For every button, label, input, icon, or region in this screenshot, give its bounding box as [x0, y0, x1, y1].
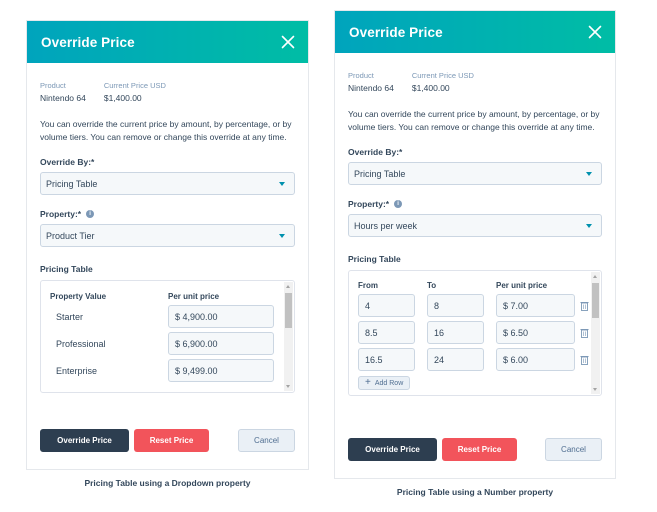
chevron-down-icon	[586, 223, 592, 228]
product-label: Product	[348, 71, 374, 80]
to-input[interactable]: 16	[427, 321, 484, 344]
reset-price-button[interactable]: Reset Price	[134, 429, 209, 452]
override-by-select[interactable]: Pricing Table	[40, 172, 295, 195]
trash-icon[interactable]	[580, 301, 589, 311]
override-by-label-text: Override By:*	[40, 157, 95, 167]
current-price-label: Current Price USD	[411, 71, 474, 80]
current-price-column: Current Price USD $1,400.00	[412, 71, 474, 95]
pricing-table-title: Pricing Table	[348, 254, 401, 264]
override-price-modal-dropdown: Override Price Product Nintendo 64 Curre…	[26, 20, 309, 470]
scroll-up-icon[interactable]	[286, 285, 290, 288]
to-input[interactable]: 8	[427, 294, 484, 317]
modal-footer: Override Price Reset Price Cancel	[348, 438, 602, 461]
chevron-down-icon	[279, 233, 285, 238]
price-input[interactable]: $ 7.00	[496, 294, 575, 317]
info-icon[interactable]: i	[394, 200, 403, 208]
product-info: Product Nintendo 64 Current Price USD $1…	[40, 81, 295, 105]
column-header-per-unit-price: Per unit price	[168, 292, 220, 301]
cancel-button[interactable]: Cancel	[238, 429, 295, 452]
row-property-value: Enterprise	[56, 366, 98, 376]
current-price-value: $1,400.00	[103, 93, 142, 103]
info-icon[interactable]: i	[86, 210, 95, 218]
override-by-label: Override By:*	[348, 147, 602, 157]
scroll-up-icon[interactable]	[593, 275, 597, 278]
pricing-table: From To Per unit price 4 8 $ 7.00 8.5 16…	[348, 270, 602, 396]
column-header-from: From	[358, 281, 378, 290]
to-input[interactable]: 24	[427, 348, 484, 371]
description-text: You can override the current price by am…	[40, 119, 292, 142]
property-value: Product Tier	[46, 230, 95, 241]
property-label: Property:* i	[40, 209, 295, 219]
modal-body: Product Nintendo 64 Current Price USD $1…	[335, 71, 615, 396]
price-input[interactable]: $ 6.00	[496, 348, 575, 371]
modal-body: Product Nintendo 64 Current Price USD $1…	[27, 81, 308, 393]
override-by-label-text: Override By:*	[348, 147, 403, 157]
from-input[interactable]: 8.5	[358, 321, 415, 344]
override-by-value: Pricing Table	[46, 178, 98, 189]
scroll-thumb[interactable]	[592, 283, 599, 318]
override-price-modal-number: Override Price Product Nintendo 64 Curre…	[334, 10, 616, 479]
product-value: Nintendo 64	[40, 93, 86, 103]
modal-title: Override Price	[41, 34, 135, 50]
close-icon[interactable]	[587, 24, 603, 40]
product-value: Nintendo 64	[348, 83, 394, 93]
add-row-button[interactable]: + Add Row	[358, 376, 411, 390]
modal-footer: Override Price Reset Price Cancel	[40, 429, 295, 452]
caption-number: Pricing Table using a Number property	[396, 487, 554, 497]
property-label-text: Property:*	[348, 199, 390, 209]
property-label-text: Property:*	[40, 209, 82, 219]
column-header-to: To	[427, 281, 437, 290]
plus-icon: +	[365, 377, 371, 388]
scroll-thumb[interactable]	[285, 293, 292, 328]
price-input[interactable]: $ 6.50	[496, 321, 575, 344]
table-scrollbar[interactable]	[284, 282, 293, 391]
override-by-select[interactable]: Pricing Table	[348, 162, 602, 185]
column-header-per-unit-price: Per unit price	[496, 281, 548, 290]
property-select[interactable]: Hours per week	[348, 214, 602, 237]
description-text: You can override the current price by am…	[348, 109, 600, 132]
column-header-property-value: Property Value	[50, 292, 107, 301]
current-price-label: Current Price USD	[103, 81, 166, 90]
current-price-value: $1,400.00	[411, 83, 450, 93]
override-price-button[interactable]: Override Price	[40, 429, 129, 452]
product-column: Product Nintendo 64	[348, 71, 394, 95]
chevron-down-icon	[586, 171, 592, 176]
modal-header: Override Price	[27, 21, 308, 63]
price-input[interactable]: $ 6,900.00	[168, 332, 274, 355]
from-input[interactable]: 4	[358, 294, 415, 317]
product-column: Product Nintendo 64	[40, 81, 86, 105]
trash-icon[interactable]	[580, 355, 589, 365]
pricing-table: Property Value Per unit price Starter $ …	[40, 280, 295, 393]
trash-icon[interactable]	[580, 328, 589, 338]
override-by-value: Pricing Table	[354, 168, 406, 179]
scroll-down-icon[interactable]	[593, 388, 597, 391]
cancel-button[interactable]: Cancel	[545, 438, 602, 461]
table-scrollbar[interactable]	[591, 272, 600, 394]
product-info: Product Nintendo 64 Current Price USD $1…	[348, 71, 602, 95]
price-input[interactable]: $ 9,499.00	[168, 359, 274, 382]
override-price-button[interactable]: Override Price	[348, 438, 437, 461]
add-row-label: Add Row	[374, 379, 404, 387]
from-input[interactable]: 16.5	[358, 348, 415, 371]
property-select[interactable]: Product Tier	[40, 224, 295, 247]
close-icon[interactable]	[280, 34, 296, 50]
modal-title: Override Price	[349, 24, 443, 40]
row-property-value: Starter	[56, 312, 84, 322]
caption-dropdown: Pricing Table using a Dropdown property	[84, 478, 251, 488]
property-value: Hours per week	[354, 220, 418, 231]
row-property-value: Professional	[56, 339, 106, 349]
modal-header: Override Price	[335, 11, 615, 53]
reset-price-button[interactable]: Reset Price	[442, 438, 517, 461]
property-label: Property:* i	[348, 199, 602, 209]
chevron-down-icon	[279, 181, 285, 186]
product-label: Product	[40, 81, 66, 90]
price-input[interactable]: $ 4,900.00	[168, 305, 274, 328]
scroll-down-icon[interactable]	[286, 385, 290, 388]
override-by-label: Override By:*	[40, 157, 295, 167]
current-price-column: Current Price USD $1,400.00	[104, 81, 166, 105]
pricing-table-title: Pricing Table	[40, 264, 93, 274]
